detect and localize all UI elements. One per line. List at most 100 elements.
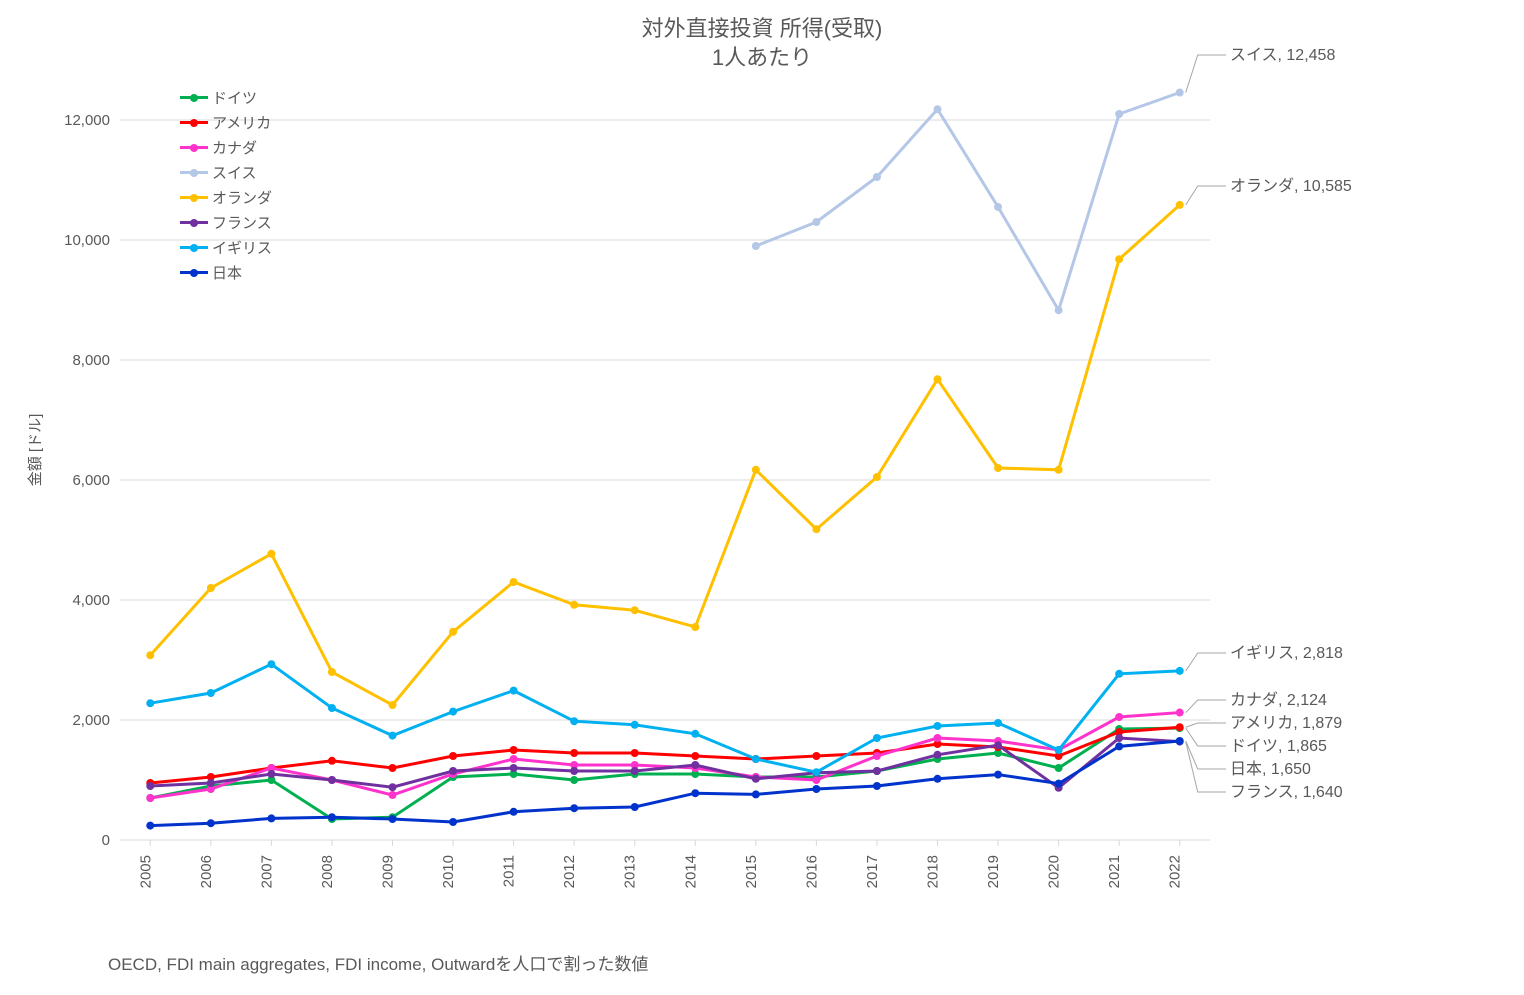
end-label-leader: [1186, 186, 1226, 205]
series-marker: [328, 813, 336, 821]
series-marker: [631, 767, 639, 775]
series-marker: [328, 704, 336, 712]
series-marker: [389, 783, 397, 791]
series-marker: [934, 105, 942, 113]
end-label: ドイツ, 1,865: [1230, 738, 1327, 755]
series-marker: [812, 525, 820, 533]
legend-marker: [180, 146, 208, 149]
legend-marker: [180, 171, 208, 174]
series-marker: [994, 203, 1002, 211]
series-marker: [267, 814, 275, 822]
series-marker: [873, 173, 881, 181]
legend-marker: [180, 246, 208, 249]
legend-marker: [180, 196, 208, 199]
end-label: アメリカ, 1,879: [1230, 715, 1342, 732]
legend-label: フランス: [212, 212, 272, 233]
series-marker: [449, 818, 457, 826]
series-marker: [994, 741, 1002, 749]
x-tick-label: 2006: [198, 855, 215, 888]
series-marker: [1055, 466, 1063, 474]
series-marker: [389, 815, 397, 823]
legend-label: カナダ: [212, 137, 257, 158]
series-marker: [1176, 201, 1184, 209]
y-tick-label: 2,000: [72, 712, 110, 729]
series-marker: [631, 606, 639, 614]
y-tick-label: 6,000: [72, 472, 110, 489]
gridlines: [120, 120, 1210, 840]
series-marker: [631, 803, 639, 811]
x-axis-ticks: 2005200620072008200920102011201220132014…: [137, 840, 1183, 888]
end-label-leader: [1186, 723, 1226, 727]
series-marker: [1115, 742, 1123, 750]
series-marker: [934, 734, 942, 742]
legend-label: アメリカ: [212, 112, 271, 133]
series-marker: [207, 819, 215, 827]
legend-item: オランダ: [180, 185, 272, 210]
x-tick-label: 2012: [561, 855, 578, 888]
series-marker: [934, 751, 942, 759]
legend-item: カナダ: [180, 135, 272, 160]
y-axis-ticks: 02,0004,0006,0008,00010,00012,000: [64, 112, 110, 849]
series-marker: [994, 464, 1002, 472]
legend-marker: [180, 221, 208, 224]
series-marker: [752, 755, 760, 763]
series-marker: [1115, 255, 1123, 263]
legend-item: 日本: [180, 260, 272, 285]
series-marker: [510, 687, 518, 695]
series-marker: [934, 722, 942, 730]
legend-label: ドイツ: [212, 87, 257, 108]
end-label: フランス, 1,640: [1230, 784, 1343, 801]
series-marker: [1176, 667, 1184, 675]
x-tick-label: 2005: [137, 855, 154, 888]
series-marker: [812, 752, 820, 760]
y-axis-label: 金額 [ドル]: [27, 414, 44, 487]
series-marker: [570, 804, 578, 812]
x-tick-label: 2020: [1046, 855, 1063, 888]
end-label: オランダ, 10,585: [1230, 177, 1352, 195]
legend: ドイツアメリカカナダスイスオランダフランスイギリス日本: [180, 85, 272, 285]
series-marker: [510, 578, 518, 586]
series-marker: [267, 660, 275, 668]
legend-item: ドイツ: [180, 85, 272, 110]
series-marker: [631, 721, 639, 729]
x-tick-label: 2007: [258, 855, 275, 888]
series-marker: [146, 822, 154, 830]
series-marker: [752, 466, 760, 474]
series-marker: [146, 699, 154, 707]
series-marker: [570, 749, 578, 757]
series-marker: [812, 218, 820, 226]
x-tick-label: 2008: [319, 855, 336, 888]
y-tick-label: 4,000: [72, 592, 110, 609]
legend-item: アメリカ: [180, 110, 272, 135]
series-marker: [449, 628, 457, 636]
legend-item: フランス: [180, 210, 272, 235]
series-marker: [1055, 780, 1063, 788]
chart-container: 対外直接投資 所得(受取) 1人あたり 02,0004,0006,0008,00…: [0, 0, 1524, 995]
series-marker: [570, 601, 578, 609]
x-tick-label: 2021: [1106, 855, 1123, 888]
series-marker: [449, 708, 457, 716]
series-marker: [267, 770, 275, 778]
series-marker: [812, 785, 820, 793]
end-label-leader: [1186, 741, 1226, 769]
series-marker: [328, 757, 336, 765]
series-marker: [691, 730, 699, 738]
end-labels: スイス, 12,458オランダ, 10,585イギリス, 2,818カナダ, 2…: [1186, 47, 1352, 801]
end-label-leader: [1186, 700, 1226, 713]
series-marker: [873, 734, 881, 742]
series-marker: [510, 764, 518, 772]
series-marker: [1176, 723, 1184, 731]
series-marker: [873, 752, 881, 760]
series-marker: [1055, 764, 1063, 772]
end-label: カナダ, 2,124: [1230, 691, 1327, 709]
series-marker: [328, 668, 336, 676]
x-tick-label: 2018: [925, 855, 942, 888]
series-marker: [752, 775, 760, 783]
y-tick-label: 10,000: [64, 232, 110, 249]
series-marker: [691, 623, 699, 631]
end-label-leader: [1186, 55, 1226, 93]
legend-marker: [180, 271, 208, 274]
series-marker: [873, 473, 881, 481]
series-marker: [207, 689, 215, 697]
legend-marker: [180, 96, 208, 99]
